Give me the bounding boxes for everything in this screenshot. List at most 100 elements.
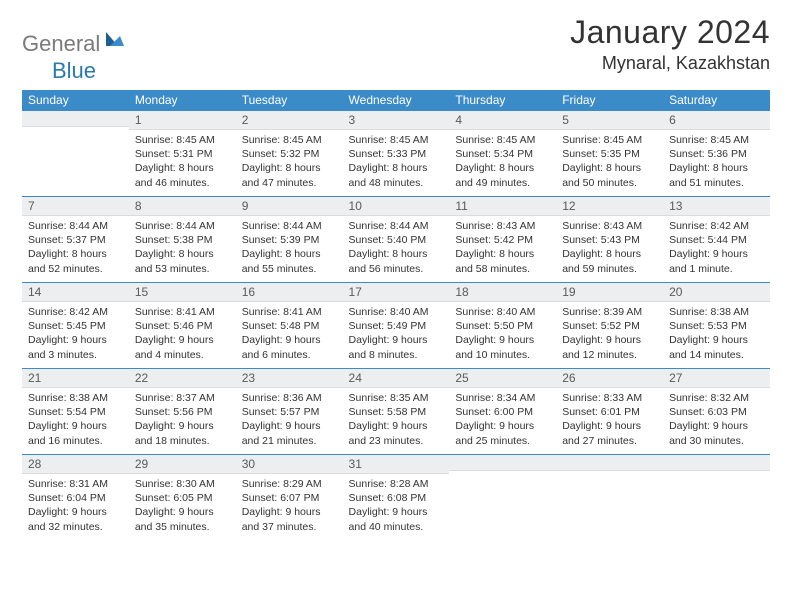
sunrise-text: Sunrise: 8:44 AM bbox=[28, 219, 123, 233]
day-number: 16 bbox=[236, 283, 343, 302]
week-row: 7Sunrise: 8:44 AMSunset: 5:37 PMDaylight… bbox=[22, 197, 770, 283]
day-info: Sunrise: 8:33 AMSunset: 6:01 PMDaylight:… bbox=[556, 388, 663, 452]
day-info: Sunrise: 8:39 AMSunset: 5:52 PMDaylight:… bbox=[556, 302, 663, 366]
day-cell: 4Sunrise: 8:45 AMSunset: 5:34 PMDaylight… bbox=[449, 111, 556, 197]
day-number: 18 bbox=[449, 283, 556, 302]
sunrise-text: Sunrise: 8:32 AM bbox=[669, 391, 764, 405]
weekday-saturday: Saturday bbox=[663, 90, 770, 111]
day-number: 6 bbox=[663, 111, 770, 130]
sunrise-text: Sunrise: 8:29 AM bbox=[242, 477, 337, 491]
sunset-text: Sunset: 5:31 PM bbox=[135, 147, 230, 161]
sunset-text: Sunset: 5:58 PM bbox=[349, 405, 444, 419]
day-cell bbox=[663, 455, 770, 541]
title-block: January 2024 Mynaral, Kazakhstan bbox=[570, 14, 770, 74]
day-info: Sunrise: 8:35 AMSunset: 5:58 PMDaylight:… bbox=[343, 388, 450, 452]
day-info: Sunrise: 8:38 AMSunset: 5:53 PMDaylight:… bbox=[663, 302, 770, 366]
daylight-text: Daylight: 8 hours and 49 minutes. bbox=[455, 161, 550, 189]
sunset-text: Sunset: 6:01 PM bbox=[562, 405, 657, 419]
day-cell: 29 Sunrise: 8:30 AMSunset: 6:05 PMDayligh… bbox=[129, 455, 236, 541]
day-cell: 21Sunrise: 8:38 AMSunset: 5:54 PMDayligh… bbox=[22, 369, 129, 455]
daylight-text: Daylight: 9 hours and 25 minutes. bbox=[455, 419, 550, 447]
day-cell: 8Sunrise: 8:44 AMSunset: 5:38 PMDaylight… bbox=[129, 197, 236, 283]
daylight-text: Daylight: 9 hours and 6 minutes. bbox=[242, 333, 337, 361]
sunrise-text: Sunrise: 8:45 AM bbox=[562, 133, 657, 147]
day-info: Sunrise: 8:44 AMSunset: 5:38 PMDaylight:… bbox=[129, 216, 236, 280]
weekday-tuesday: Tuesday bbox=[236, 90, 343, 111]
daylight-text: Daylight: 8 hours and 50 minutes. bbox=[562, 161, 657, 189]
day-cell: 26Sunrise: 8:33 AMSunset: 6:01 PMDayligh… bbox=[556, 369, 663, 455]
sunrise-text: Sunrise: 8:45 AM bbox=[455, 133, 550, 147]
daylight-text: Daylight: 9 hours and 35 minutes. bbox=[135, 505, 230, 533]
daylight-text: Daylight: 9 hours and 8 minutes. bbox=[349, 333, 444, 361]
sunset-text: Sunset: 5:49 PM bbox=[349, 319, 444, 333]
daylight-text: Daylight: 9 hours and 37 minutes. bbox=[242, 505, 337, 533]
daylight-text: Daylight: 9 hours and 1 minute. bbox=[669, 247, 764, 275]
day-number bbox=[556, 455, 663, 471]
daylight-text: Daylight: 8 hours and 53 minutes. bbox=[135, 247, 230, 275]
weekday-monday: Monday bbox=[129, 90, 236, 111]
location-label: Mynaral, Kazakhstan bbox=[570, 53, 770, 74]
day-cell: 28Sunrise: 8:31 AMSunset: 6:04 PMDayligh… bbox=[22, 455, 129, 541]
sunset-text: Sunset: 5:54 PM bbox=[28, 405, 123, 419]
day-number: 15 bbox=[129, 283, 236, 302]
weekday-sunday: Sunday bbox=[22, 90, 129, 111]
daylight-text: Daylight: 8 hours and 46 minutes. bbox=[135, 161, 230, 189]
sail-icon bbox=[104, 30, 126, 53]
day-cell: 13Sunrise: 8:42 AMSunset: 5:44 PMDayligh… bbox=[663, 197, 770, 283]
sunrise-text: Sunrise: 8:44 AM bbox=[135, 219, 230, 233]
sunset-text: Sunset: 5:57 PM bbox=[242, 405, 337, 419]
sunrise-text: Sunrise: 8:43 AM bbox=[455, 219, 550, 233]
day-number: 14 bbox=[22, 283, 129, 302]
day-number: 7 bbox=[22, 197, 129, 216]
sunset-text: Sunset: 5:40 PM bbox=[349, 233, 444, 247]
day-number: 12 bbox=[556, 197, 663, 216]
day-number: 19 bbox=[556, 283, 663, 302]
day-cell: 9Sunrise: 8:44 AMSunset: 5:39 PMDaylight… bbox=[236, 197, 343, 283]
day-number: 21 bbox=[22, 369, 129, 388]
day-info: Sunrise: 8:45 AMSunset: 5:32 PMDaylight:… bbox=[236, 130, 343, 194]
day-info: Sunrise: 8:45 AMSunset: 5:33 PMDaylight:… bbox=[343, 130, 450, 194]
sunset-text: Sunset: 5:36 PM bbox=[669, 147, 764, 161]
day-cell: 12Sunrise: 8:43 AMSunset: 5:43 PMDayligh… bbox=[556, 197, 663, 283]
day-info: Sunrise: 8:32 AMSunset: 6:03 PMDaylight:… bbox=[663, 388, 770, 452]
day-number bbox=[449, 455, 556, 471]
sunset-text: Sunset: 5:32 PM bbox=[242, 147, 337, 161]
weekday-friday: Friday bbox=[556, 90, 663, 111]
weekday-thursday: Thursday bbox=[449, 90, 556, 111]
day-number: 28 bbox=[22, 455, 129, 474]
day-cell: 23Sunrise: 8:36 AMSunset: 5:57 PMDayligh… bbox=[236, 369, 343, 455]
day-cell: 22Sunrise: 8:37 AMSunset: 5:56 PMDayligh… bbox=[129, 369, 236, 455]
daylight-text: Daylight: 8 hours and 56 minutes. bbox=[349, 247, 444, 275]
week-row: 28Sunrise: 8:31 AMSunset: 6:04 PMDayligh… bbox=[22, 455, 770, 541]
day-number: 10 bbox=[343, 197, 450, 216]
daylight-text: Daylight: 8 hours and 58 minutes. bbox=[455, 247, 550, 275]
day-cell: 27Sunrise: 8:32 AMSunset: 6:03 PMDayligh… bbox=[663, 369, 770, 455]
sunrise-text: Sunrise: 8:35 AM bbox=[349, 391, 444, 405]
sunrise-text: Sunrise: 8:40 AM bbox=[349, 305, 444, 319]
sunrise-text: Sunrise: 8:41 AM bbox=[135, 305, 230, 319]
day-cell: 7Sunrise: 8:44 AMSunset: 5:37 PMDaylight… bbox=[22, 197, 129, 283]
weekday-wednesday: Wednesday bbox=[343, 90, 450, 111]
daylight-text: Daylight: 9 hours and 40 minutes. bbox=[349, 505, 444, 533]
day-cell: 17Sunrise: 8:40 AMSunset: 5:49 PMDayligh… bbox=[343, 283, 450, 369]
day-cell: 2Sunrise: 8:45 AMSunset: 5:32 PMDaylight… bbox=[236, 111, 343, 197]
day-info: Sunrise: 8:41 AMSunset: 5:46 PMDaylight:… bbox=[129, 302, 236, 366]
day-info: Sunrise: 8:40 AMSunset: 5:50 PMDaylight:… bbox=[449, 302, 556, 366]
daylight-text: Daylight: 9 hours and 12 minutes. bbox=[562, 333, 657, 361]
sunrise-text: Sunrise: 8:31 AM bbox=[28, 477, 123, 491]
day-number: 11 bbox=[449, 197, 556, 216]
day-cell: 24Sunrise: 8:35 AMSunset: 5:58 PMDayligh… bbox=[343, 369, 450, 455]
daylight-text: Daylight: 9 hours and 18 minutes. bbox=[135, 419, 230, 447]
day-info: Sunrise: 8:43 AMSunset: 5:43 PMDaylight:… bbox=[556, 216, 663, 280]
sunset-text: Sunset: 5:35 PM bbox=[562, 147, 657, 161]
sunrise-text: Sunrise: 8:40 AM bbox=[455, 305, 550, 319]
day-info: Sunrise: 8:45 AMSunset: 5:31 PMDaylight:… bbox=[129, 130, 236, 194]
logo-text-general: General bbox=[22, 31, 100, 57]
day-info: Sunrise: 8:45 AMSunset: 5:36 PMDaylight:… bbox=[663, 130, 770, 194]
sunset-text: Sunset: 6:05 PM bbox=[135, 491, 230, 505]
daylight-text: Daylight: 9 hours and 30 minutes. bbox=[669, 419, 764, 447]
day-cell: 19Sunrise: 8:39 AMSunset: 5:52 PMDayligh… bbox=[556, 283, 663, 369]
day-number: 29 bbox=[129, 455, 236, 474]
sunrise-text: Sunrise: 8:30 AM bbox=[135, 477, 230, 491]
sunset-text: Sunset: 5:37 PM bbox=[28, 233, 123, 247]
